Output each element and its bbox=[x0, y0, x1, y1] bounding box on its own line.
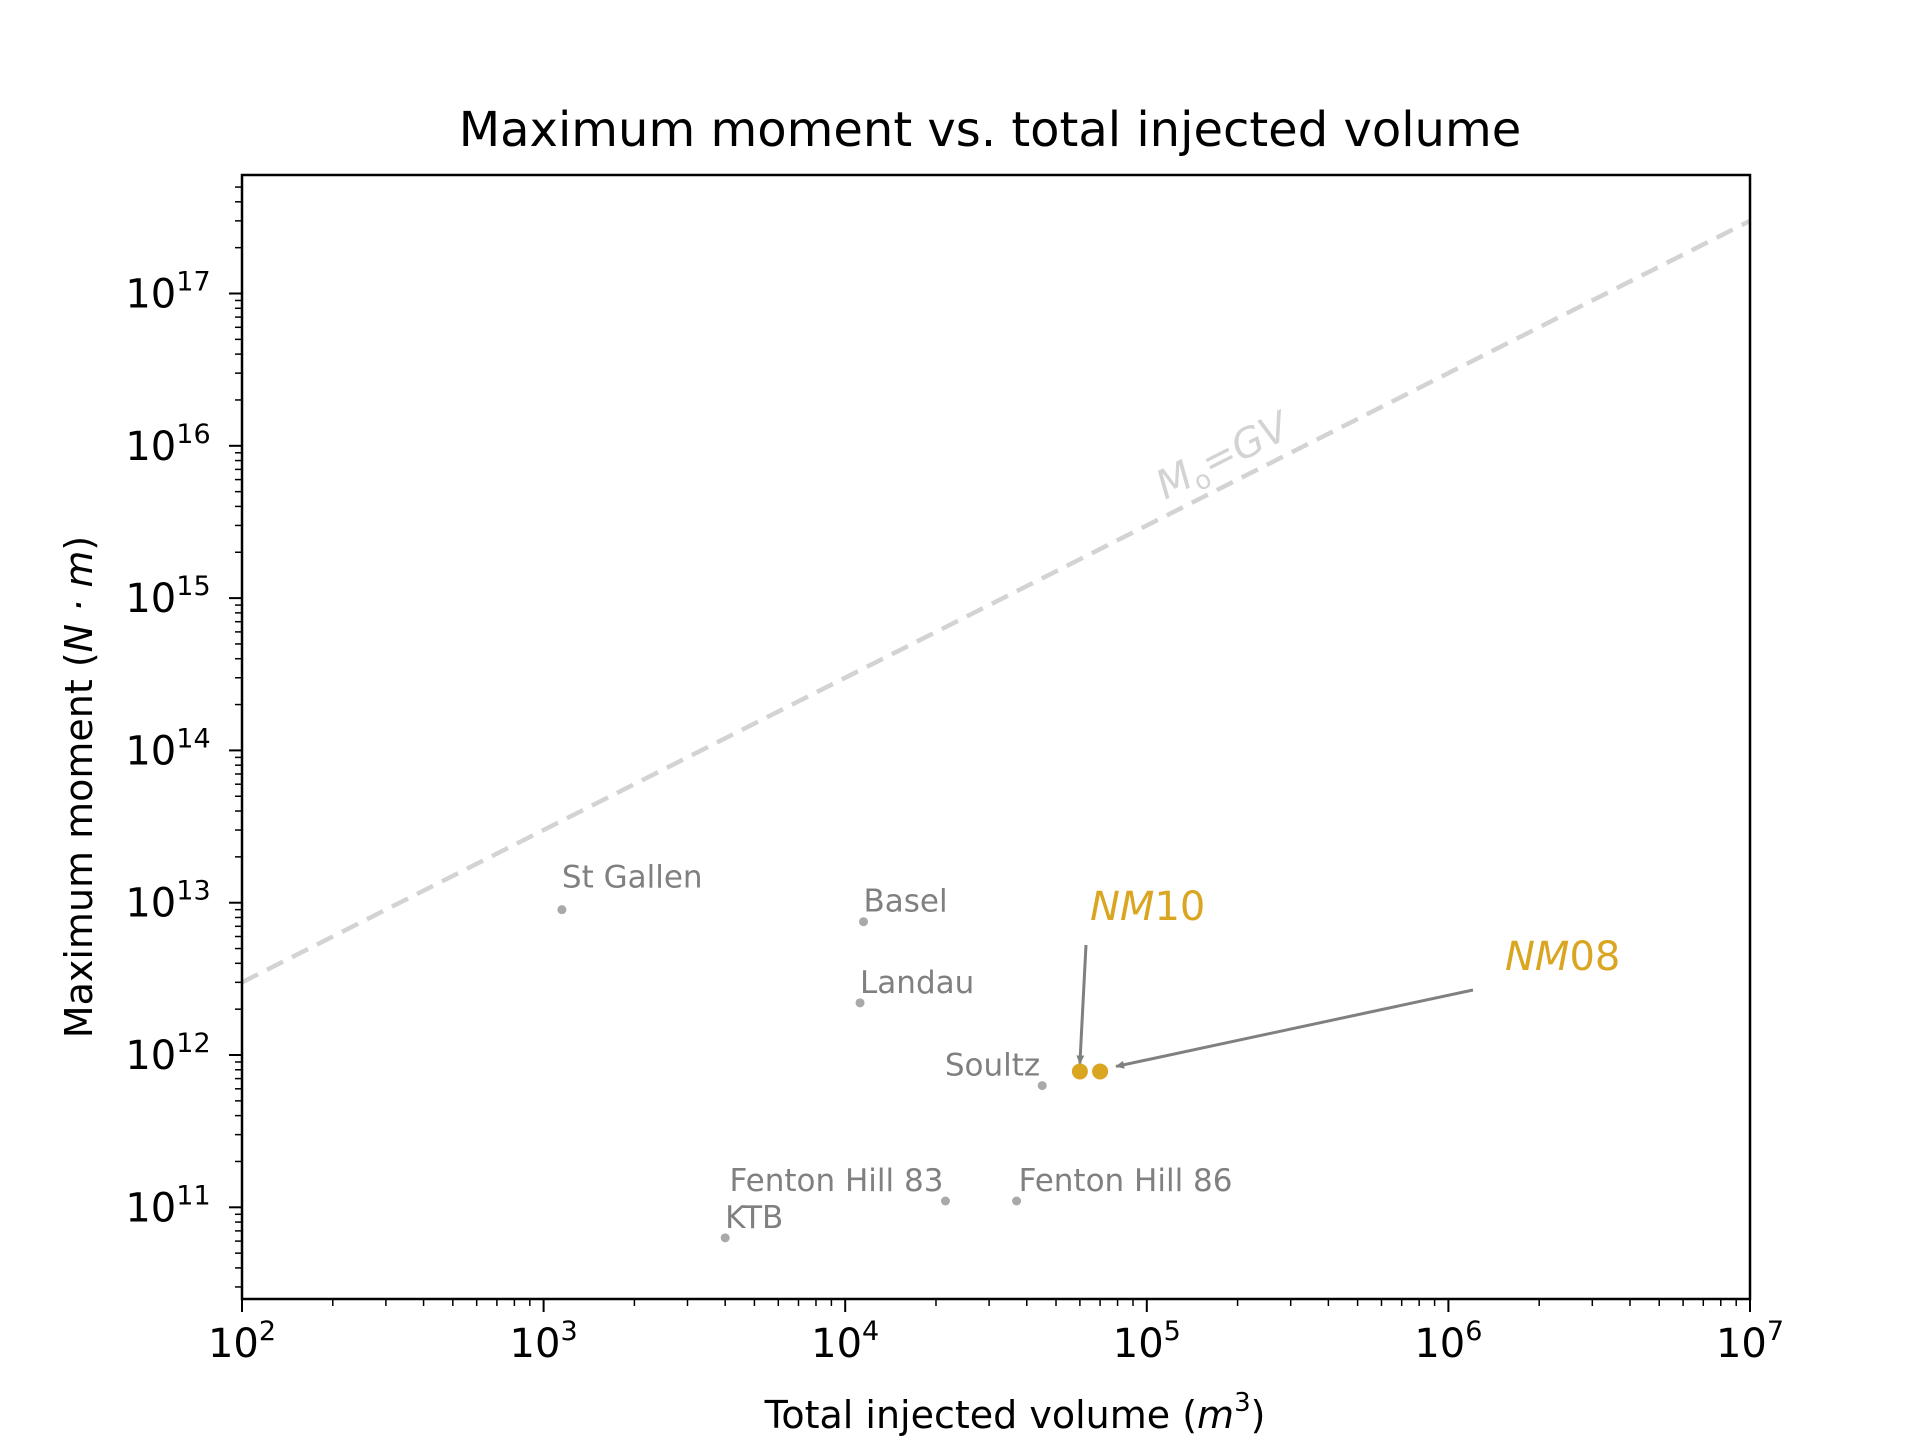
y-tick-label: 1016 bbox=[125, 419, 210, 470]
y-tick-label-base: 10 bbox=[125, 424, 176, 470]
x-tick-label-base: 10 bbox=[1414, 1321, 1465, 1367]
y-tick-label-base: 10 bbox=[125, 576, 176, 622]
x-tick-label-base: 10 bbox=[1716, 1321, 1767, 1367]
site-label: Fenton Hill 83 bbox=[730, 1163, 944, 1199]
y-tick-label-base: 10 bbox=[125, 1185, 176, 1231]
x-axis-label: Total injected volume (m3) bbox=[764, 1388, 1266, 1437]
y-tick-label-exponent: 16 bbox=[176, 419, 210, 450]
y-tick-label-exponent: 11 bbox=[176, 1180, 210, 1211]
highlight-marker bbox=[1092, 1063, 1109, 1080]
y-tick-label: 1011 bbox=[125, 1180, 210, 1231]
site-marker bbox=[557, 905, 567, 915]
reference-line bbox=[240, 218, 1752, 985]
site-label: Landau bbox=[860, 965, 974, 1001]
highlight-label-prefix: NM bbox=[1505, 934, 1569, 980]
site-marker bbox=[859, 917, 869, 927]
site-points: St Gallen Basel Landau Soultz Fenton Hill 83… bbox=[557, 860, 1233, 1243]
site-label: St Gallen bbox=[562, 860, 703, 896]
highlight-marker bbox=[1071, 1063, 1088, 1080]
x-tick-label: 106 bbox=[1414, 1316, 1482, 1367]
y-axis-label-close: ) bbox=[57, 536, 101, 551]
highlight-label-prefix: NM bbox=[1090, 884, 1154, 930]
y-tick-label: 1015 bbox=[125, 571, 210, 622]
site-label: Fenton Hill 86 bbox=[1019, 1163, 1233, 1199]
y-tick-label-base: 10 bbox=[125, 881, 176, 927]
y-tick-label-exponent: 12 bbox=[176, 1028, 210, 1059]
x-axis-label-unit: m bbox=[1197, 1393, 1234, 1437]
y-tick-label-exponent: 14 bbox=[176, 723, 210, 754]
highlight-arrow bbox=[1076, 944, 1088, 1065]
x-tick-label-exponent: 5 bbox=[1164, 1316, 1181, 1347]
x-axis-label-text: Total injected volume ( bbox=[764, 1393, 1197, 1437]
y-tick-label-base: 10 bbox=[125, 1033, 176, 1079]
x-tick-label-exponent: 4 bbox=[862, 1316, 879, 1347]
x-tick-label-exponent: 3 bbox=[560, 1316, 577, 1347]
x-axis: 102 103 104 105 106 107 bbox=[208, 1299, 1784, 1367]
x-tick-label: 103 bbox=[510, 1316, 578, 1367]
x-tick-label: 102 bbox=[208, 1316, 276, 1367]
x-axis-label-exponent: 3 bbox=[1234, 1388, 1251, 1418]
y-tick-label-exponent: 15 bbox=[176, 571, 210, 602]
highlight-arrow bbox=[1115, 988, 1474, 1069]
y-tick-label-base: 10 bbox=[125, 272, 176, 318]
x-axis-label-close: ) bbox=[1251, 1393, 1266, 1437]
highlight-label: NM08 bbox=[1505, 934, 1620, 980]
highlight-label-number: 10 bbox=[1154, 884, 1205, 930]
highlight-label: NM10 bbox=[1090, 884, 1205, 930]
x-tick-label: 105 bbox=[1113, 1316, 1181, 1367]
site-marker bbox=[1012, 1196, 1022, 1206]
y-axis-label-unit: N · m bbox=[57, 551, 101, 653]
y-tick-label-exponent: 17 bbox=[176, 267, 210, 298]
site-label: KTB bbox=[725, 1200, 783, 1236]
y-tick-label: 1014 bbox=[125, 723, 210, 774]
site-marker bbox=[855, 998, 865, 1008]
y-tick-label-base: 10 bbox=[125, 728, 176, 774]
plot-frame bbox=[240, 173, 1752, 1301]
site-marker bbox=[720, 1233, 730, 1243]
y-tick-label: 1012 bbox=[125, 1028, 210, 1079]
y-axis-label-text: Maximum moment ( bbox=[57, 652, 101, 1038]
x-tick-label-base: 10 bbox=[208, 1321, 259, 1367]
site-marker bbox=[1037, 1081, 1047, 1091]
site-marker bbox=[940, 1196, 950, 1206]
y-tick-label: 1017 bbox=[125, 267, 210, 318]
x-tick-label-base: 10 bbox=[1113, 1321, 1164, 1367]
y-tick-label-exponent: 13 bbox=[176, 876, 210, 907]
x-tick-label-exponent: 2 bbox=[259, 1316, 276, 1347]
x-tick-label-exponent: 7 bbox=[1767, 1316, 1784, 1347]
y-tick-label: 1013 bbox=[125, 876, 210, 927]
x-tick-label-exponent: 6 bbox=[1465, 1316, 1482, 1347]
highlight-label-number: 08 bbox=[1569, 934, 1620, 980]
x-tick-label-base: 10 bbox=[510, 1321, 561, 1367]
x-tick-label-base: 10 bbox=[811, 1321, 862, 1367]
site-label: Basel bbox=[864, 884, 948, 920]
chart-title: Maximum moment vs. total injected volume bbox=[459, 102, 1522, 158]
y-axis-label: Maximum moment (N · m) bbox=[57, 536, 101, 1038]
x-tick-label: 104 bbox=[811, 1316, 879, 1367]
site-label: Soultz bbox=[945, 1048, 1040, 1084]
x-tick-label: 107 bbox=[1716, 1316, 1784, 1367]
